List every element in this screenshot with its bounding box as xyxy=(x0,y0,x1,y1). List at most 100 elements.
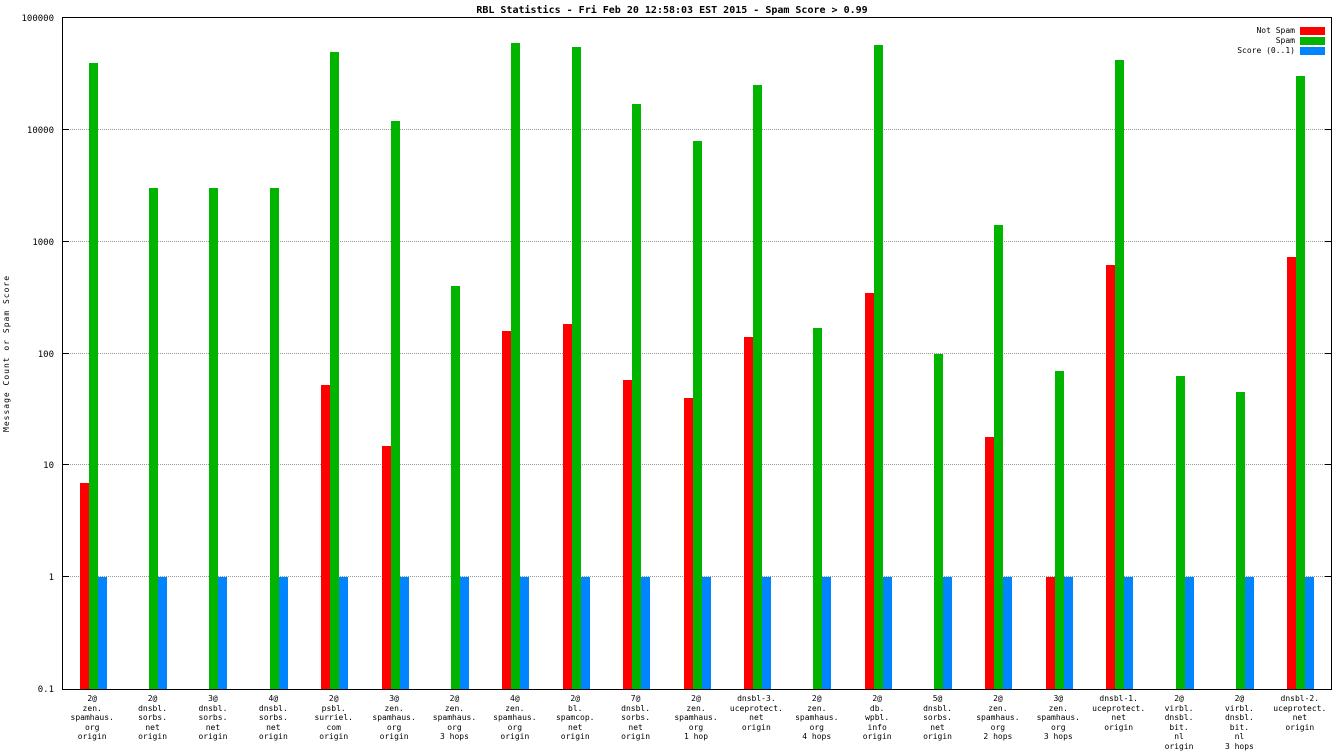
x-category-label: dnsbl-2. uceprotect. net origin xyxy=(1273,694,1327,732)
y-tick-mark xyxy=(1325,352,1331,354)
bar-not-spam-15 xyxy=(985,436,995,689)
bar-spam-10 xyxy=(692,140,702,689)
bar-score-0-1-10 xyxy=(701,577,711,689)
y-tick-label: 10000 xyxy=(26,125,54,136)
bar-spam-11 xyxy=(752,85,762,689)
x-category-label: 2@ virbl. dnsbl. bit. nl 3 hops xyxy=(1224,694,1254,751)
bar-score-0-1-1 xyxy=(158,577,168,689)
bar-score-0-1-17 xyxy=(1124,577,1134,689)
bar-spam-3 xyxy=(269,188,279,689)
bar-score-0-1-14 xyxy=(943,577,953,689)
bar-spam-13 xyxy=(873,45,883,689)
bar-score-0-1-4 xyxy=(339,577,349,689)
bar-spam-5 xyxy=(390,120,400,689)
bar-spam-19 xyxy=(1235,392,1245,689)
legend-item-score: Score (0..1) xyxy=(1237,46,1325,55)
x-category-label: 2@ bl. spamcop. net origin xyxy=(555,694,595,741)
y-tick-mark xyxy=(1325,240,1331,242)
legend-swatch-2 xyxy=(1300,46,1325,55)
bar-score-0-1-3 xyxy=(278,577,288,689)
x-category-label: 2@ virbl. dnsbl. bit. nl origin xyxy=(1164,694,1194,751)
bar-not-spam-8 xyxy=(562,323,572,689)
legend: Not Spam Spam Score (0..1) xyxy=(1237,26,1325,56)
bar-spam-16 xyxy=(1054,370,1064,689)
bar-spam-7 xyxy=(511,42,521,689)
bar-spam-6 xyxy=(450,286,460,689)
bar-score-0-1-11 xyxy=(761,577,771,689)
bar-score-0-1-9 xyxy=(641,577,651,689)
y-tick-label: 100 xyxy=(37,349,54,360)
bar-score-0-1-8 xyxy=(580,577,590,689)
y-tick-mark xyxy=(1325,576,1331,578)
x-category-label: 4@ zen. spamhaus. org origin xyxy=(493,694,537,741)
bar-score-0-1-6 xyxy=(459,577,469,689)
legend-swatch-1 xyxy=(1300,36,1325,45)
bar-score-0-1-5 xyxy=(399,577,409,689)
bar-spam-12 xyxy=(813,327,823,689)
bar-spam-4 xyxy=(330,51,340,689)
y-tick-label: 0.1 xyxy=(37,685,54,695)
bar-not-spam-0 xyxy=(79,482,89,689)
y-tick-label: 1000 xyxy=(32,237,54,248)
bar-spam-8 xyxy=(571,47,581,689)
bar-score-0-1-13 xyxy=(882,577,892,689)
bar-spam-9 xyxy=(632,104,642,689)
legend-label-score: Score (0..1) xyxy=(1237,46,1295,55)
y-tick-mark xyxy=(63,464,69,466)
y-axis-ticks: 0.1 1 10 100 1000 10000 100000 xyxy=(0,14,58,695)
x-category-label: 3@ zen. spamhaus. org 3 hops xyxy=(1036,694,1080,741)
bar-score-0-1-19 xyxy=(1244,577,1254,689)
y-tick-label: 100000 xyxy=(21,14,54,24)
legend-item-not-spam: Not Spam xyxy=(1237,26,1325,35)
y-tick-mark xyxy=(63,128,69,130)
bar-score-0-1-15 xyxy=(1003,577,1013,689)
x-category-label: 4@ dnsbl. sorbs. net origin xyxy=(258,694,288,741)
bar-score-0-1-2 xyxy=(218,577,228,689)
x-category-label: 3@ zen. spamhaus. org origin xyxy=(372,694,416,741)
x-category-label: 7@ dnsbl. sorbs. net origin xyxy=(621,694,651,741)
bar-not-spam-13 xyxy=(864,292,874,689)
bar-spam-0 xyxy=(88,62,98,689)
x-axis-labels: 2@ zen. spamhaus. org origin 2@ dnsbl. so… xyxy=(62,694,1332,756)
bar-not-spam-9 xyxy=(623,379,633,689)
legend-item-spam: Spam xyxy=(1237,36,1325,45)
bar-score-0-1-0 xyxy=(97,577,107,689)
x-category-label: 2@ zen. spamhaus. org 2 hops xyxy=(976,694,1020,741)
bar-score-0-1-7 xyxy=(520,577,530,689)
y-tick-mark xyxy=(63,352,69,354)
bar-not-spam-7 xyxy=(502,330,512,689)
bar-not-spam-20 xyxy=(1287,256,1297,689)
bar-score-0-1-20 xyxy=(1305,577,1315,689)
bar-spam-18 xyxy=(1175,375,1185,689)
y-tick-label: 10 xyxy=(43,461,54,472)
x-category-label: 2@ zen. spamhaus. org 3 hops xyxy=(432,694,477,741)
x-category-label: 2@ zen. spamhaus. org 4 hops xyxy=(795,694,839,741)
y-tick-mark xyxy=(1325,128,1331,130)
x-category-label: 2@ zen. spamhaus. org origin xyxy=(70,694,114,741)
legend-label-spam: Spam xyxy=(1275,36,1295,45)
y-tick-mark xyxy=(1325,464,1331,466)
bar-score-0-1-12 xyxy=(822,577,832,689)
y-tick-label: 1 xyxy=(48,573,54,584)
bar-spam-20 xyxy=(1296,76,1306,689)
x-category-label: 5@ dnsbl. sorbs. net origin xyxy=(923,694,952,741)
x-category-label: 2@ zen. spamhaus. org 1 hop xyxy=(674,694,718,741)
y-tick-mark xyxy=(63,576,69,578)
bar-not-spam-5 xyxy=(381,445,391,689)
bar-not-spam-10 xyxy=(683,398,693,689)
bar-not-spam-4 xyxy=(321,385,331,689)
legend-swatch-0 xyxy=(1300,26,1325,35)
x-category-label: 3@ dnsbl. sorbs. net origin xyxy=(198,694,228,741)
bar-not-spam-11 xyxy=(743,337,753,689)
bar-score-0-1-16 xyxy=(1063,577,1073,689)
x-category-label: dnsbl-1. uceprotect. net origin xyxy=(1092,694,1146,732)
x-category-label: 2@ psbl. surriel. com origin xyxy=(314,694,353,741)
bar-score-0-1-18 xyxy=(1184,577,1194,689)
plot-area: Not Spam Spam Score (0..1) xyxy=(62,17,1332,690)
gridline xyxy=(63,128,1331,130)
chart-title: RBL Statistics - Fri Feb 20 12:58:03 EST… xyxy=(476,5,868,16)
bar-spam-1 xyxy=(149,188,159,689)
legend-label-not-spam: Not Spam xyxy=(1256,26,1295,35)
bar-not-spam-17 xyxy=(1106,264,1116,689)
